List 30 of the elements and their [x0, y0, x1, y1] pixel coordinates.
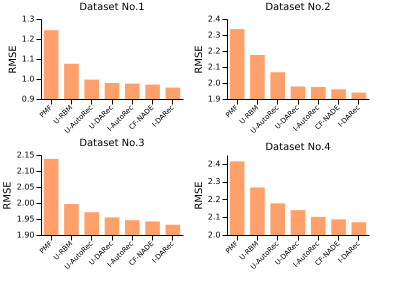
chart-title: Dataset No.4: [265, 142, 331, 153]
y-tick-label: 2.4: [208, 159, 220, 168]
y-tick-label: 2.2: [208, 46, 220, 56]
y-tick-label: 1.1: [22, 54, 34, 64]
y-tick-label: 2.05: [16, 182, 34, 192]
y-tick-label: 1.2: [22, 34, 34, 44]
y-tick-label: 2.10: [16, 166, 34, 176]
y-tick-label: 2.00: [16, 198, 34, 208]
y-axis-title: RMSE: [194, 45, 205, 74]
y-tick-label: 2.15: [16, 150, 34, 160]
y-tick-label: 2.1: [208, 62, 220, 72]
y-tick-label: 1.95: [16, 214, 34, 224]
y-tick-label: 1.0: [22, 74, 34, 84]
y-tick-label: 0.9: [22, 94, 34, 104]
y-tick-label: 2.4: [208, 14, 220, 24]
y-axis-title: RMSE: [2, 181, 14, 210]
y-tick-label: 2.1: [208, 212, 220, 222]
chart-title: Dataset No.2: [265, 2, 331, 13]
y-tick-label: 2.3: [208, 177, 220, 186]
y-tick-label: 2.2: [208, 194, 220, 204]
chart-title: Dataset No.3: [79, 138, 145, 149]
y-axis-title: RMSE: [8, 45, 19, 74]
y-tick-label: 1.9: [208, 94, 220, 104]
y-tick-label: 1.90: [16, 230, 34, 240]
chart-title: Dataset No.1: [79, 2, 145, 13]
y-tick-label: 2.0: [208, 230, 220, 240]
y-axis-title: RMSE: [194, 181, 205, 210]
y-tick-label: 1.3: [22, 14, 34, 24]
y-tick-label: 2.0: [208, 78, 220, 88]
y-tick-label: 2.3: [208, 30, 220, 40]
